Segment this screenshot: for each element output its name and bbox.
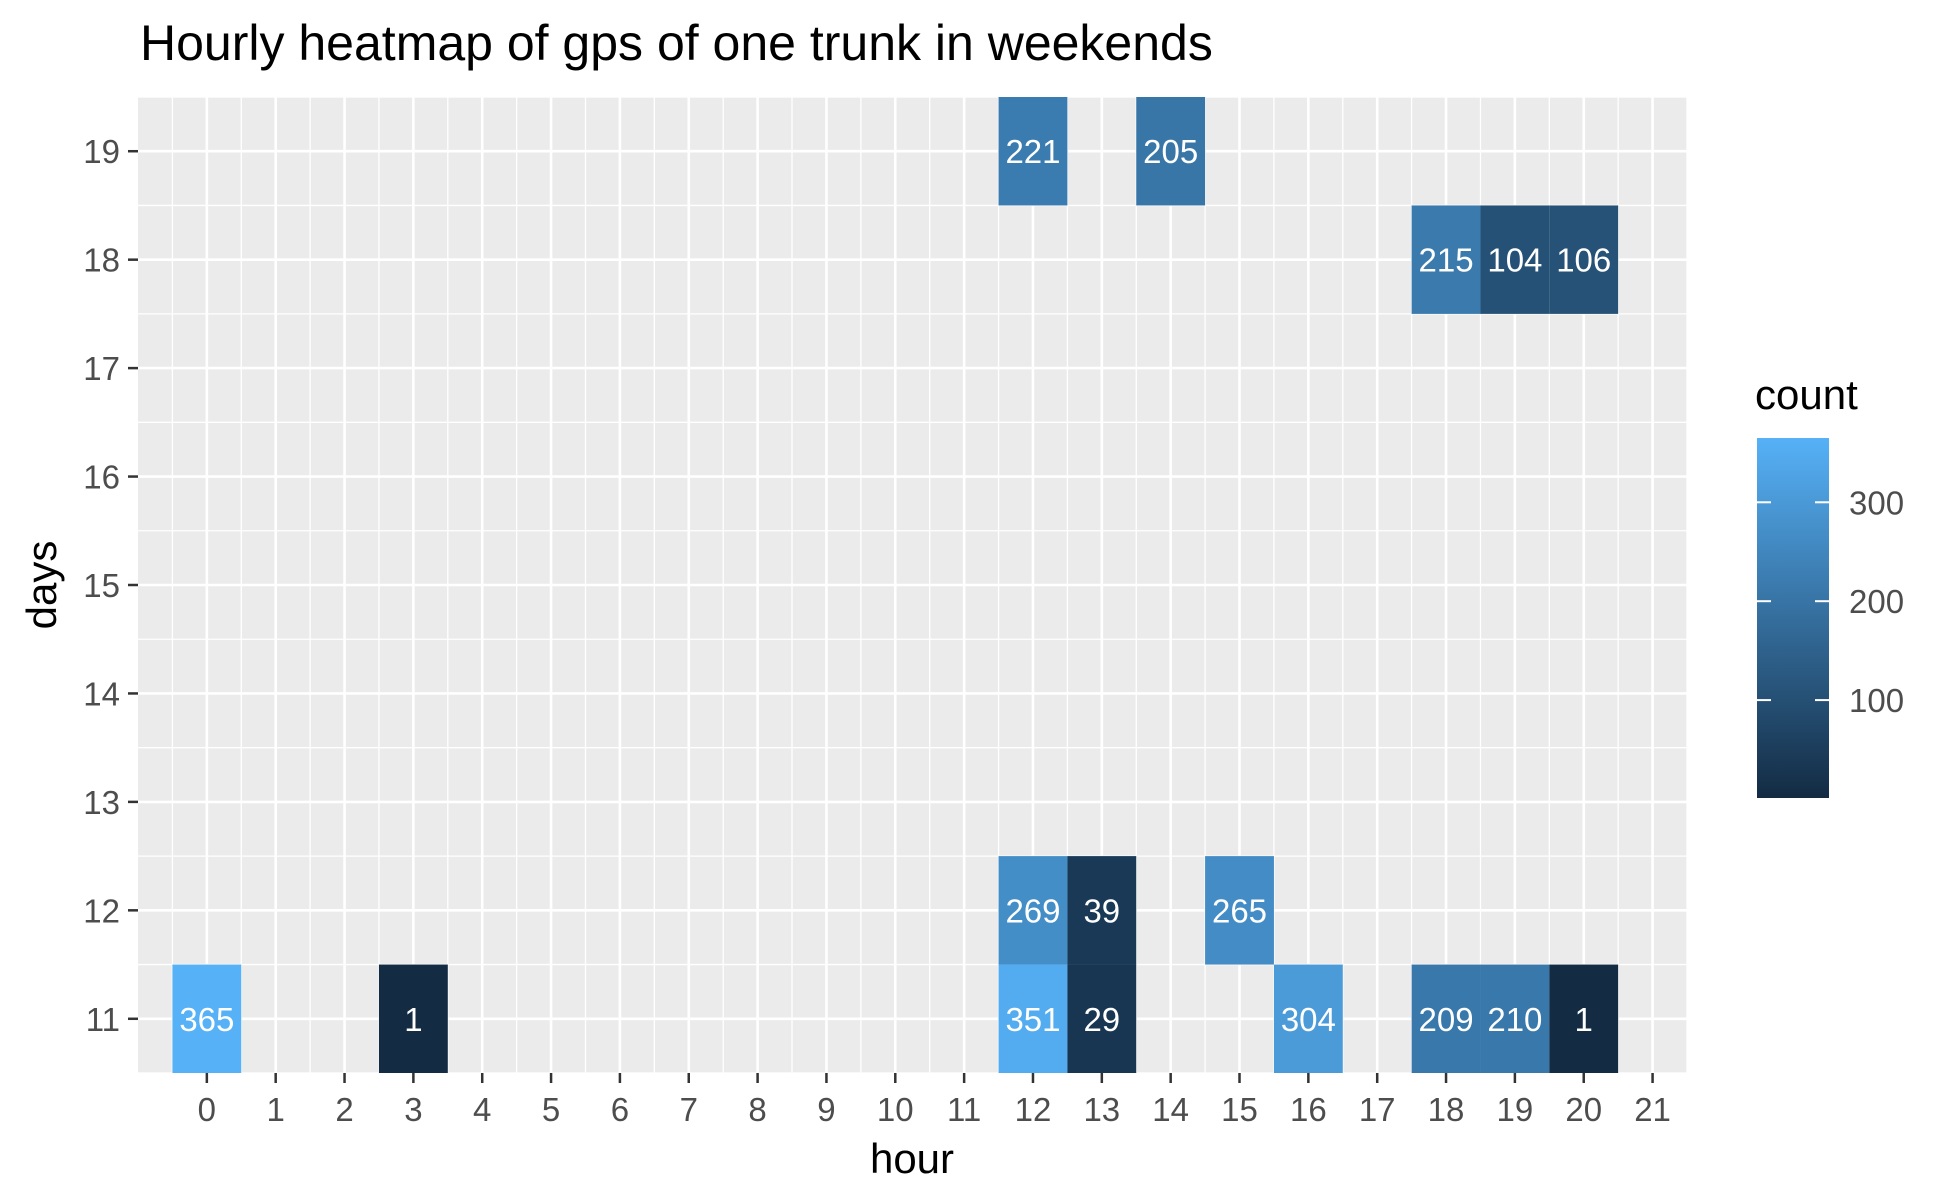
x-tick-label: 1: [267, 1091, 285, 1128]
heatmap-cell: [1480, 205, 1550, 314]
cell-value-label: 215: [1419, 242, 1474, 279]
y-tick-label: 12: [83, 892, 120, 929]
x-axis-title: hour: [870, 1135, 954, 1182]
cell-value-label: 209: [1419, 1001, 1474, 1038]
cell-value-label: 29: [1083, 1001, 1120, 1038]
cell-value-label: 1: [404, 1001, 422, 1038]
x-tick-label: 20: [1565, 1091, 1602, 1128]
y-tick-label: 13: [83, 784, 120, 821]
legend-tick-label: 200: [1849, 583, 1904, 620]
x-tick-label: 13: [1083, 1091, 1120, 1128]
x-tick-label: 4: [473, 1091, 491, 1128]
x-tick-label: 7: [680, 1091, 698, 1128]
y-tick-label: 19: [83, 133, 120, 170]
x-tick-label: 18: [1428, 1091, 1465, 1128]
chart-title: Hourly heatmap of gps of one trunk in we…: [140, 15, 1213, 71]
x-tick-label: 17: [1359, 1091, 1396, 1128]
cell-value-label: 106: [1556, 242, 1611, 279]
legend: count 100 200 300: [1755, 371, 1904, 798]
heatmap-cell: [1067, 856, 1137, 965]
cell-value-label: 351: [1005, 1001, 1060, 1038]
y-axis-title: days: [18, 541, 65, 630]
legend-tick-label: 300: [1849, 484, 1904, 521]
y-tick-label: 14: [83, 675, 120, 712]
cell-value-label: 104: [1487, 242, 1542, 279]
cell-value-label: 39: [1083, 892, 1120, 929]
cell-value-label: 304: [1281, 1001, 1336, 1038]
x-tick-label: 3: [404, 1091, 422, 1128]
x-tick-label: 5: [542, 1091, 560, 1128]
heatmap-cell: [1205, 856, 1274, 965]
cell-value-label: 205: [1143, 133, 1198, 170]
x-axis: 0 1 2 3 4 5 6 7 8 9 10 11 12 13 14 15 16 17 18 19 20 21: [198, 1073, 1671, 1128]
heatmap-cell: [172, 964, 242, 1073]
heatmap-cells: 221 205 215 104 106 269 39 265 365 1 351 29 304 209 21…: [172, 97, 1619, 1073]
heatmap-cell: [1411, 964, 1481, 1073]
heatmap-cell: [998, 97, 1068, 206]
x-tick-label: 10: [877, 1091, 914, 1128]
legend-colorbar: [1757, 438, 1829, 798]
cell-value-label: 265: [1212, 892, 1267, 929]
legend-tick-label: 100: [1849, 682, 1904, 719]
heatmap-cell: [998, 856, 1068, 965]
x-tick-label: 9: [817, 1091, 835, 1128]
x-tick-label: 14: [1152, 1091, 1189, 1128]
heatmap-cell: [1549, 964, 1619, 1073]
x-tick-label: 0: [198, 1091, 216, 1128]
legend-title: count: [1755, 371, 1858, 418]
y-tick-label: 17: [83, 350, 120, 387]
y-tick-label: 11: [86, 1001, 120, 1038]
y-tick-label: 18: [83, 242, 120, 279]
heatmap-cell: [998, 964, 1068, 1073]
y-tick-label: 15: [83, 567, 120, 604]
x-tick-label: 16: [1290, 1091, 1327, 1128]
y-tick-label: 16: [83, 459, 120, 496]
heatmap-cell: [1549, 205, 1619, 314]
cell-value-label: 210: [1487, 1001, 1542, 1038]
heatmap-cell: [378, 964, 448, 1073]
legend-ticks: 100 200 300: [1757, 484, 1904, 719]
cell-value-label: 221: [1005, 133, 1060, 170]
x-tick-label: 8: [748, 1091, 766, 1128]
heatmap-cell: [1411, 205, 1481, 314]
x-tick-label: 2: [335, 1091, 353, 1128]
heatmap-cell: [1136, 97, 1206, 206]
cell-value-label: 365: [179, 1001, 234, 1038]
x-tick-label: 19: [1497, 1091, 1534, 1128]
heatmap-cell: [1067, 964, 1137, 1073]
cell-value-label: 1: [1575, 1001, 1593, 1038]
heatmap-cell: [1273, 964, 1343, 1073]
x-tick-label: 12: [1015, 1091, 1052, 1128]
y-axis: 11 12 13 14 15 16 17 18 19: [83, 133, 138, 1038]
x-tick-label: 21: [1634, 1091, 1671, 1128]
x-tick-label: 11: [947, 1091, 981, 1128]
cell-value-label: 269: [1005, 892, 1060, 929]
heatmap-cell: [1480, 964, 1550, 1073]
x-tick-label: 6: [611, 1091, 629, 1128]
x-tick-label: 15: [1221, 1091, 1258, 1128]
